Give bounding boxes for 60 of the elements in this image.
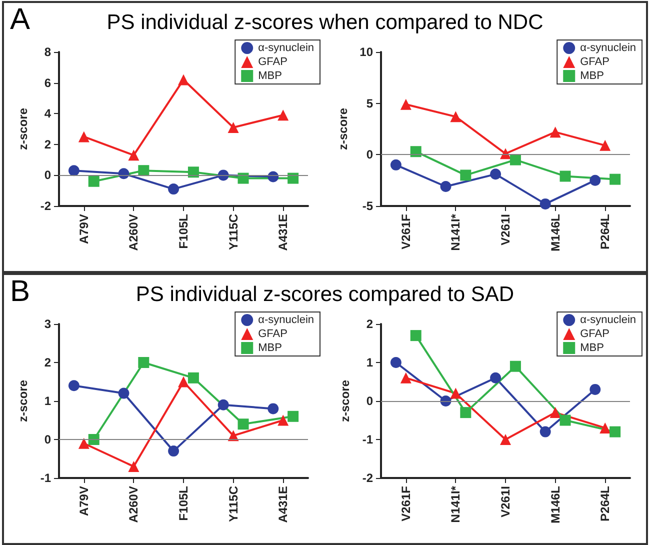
legend-label: MBP <box>580 70 604 82</box>
y-tick-label: -2 <box>362 471 374 485</box>
legend-label: α-synuclein <box>580 42 636 54</box>
x-tick-label: A431E <box>276 486 290 523</box>
y-tick-label: -2 <box>40 199 52 213</box>
x-tick-label: M146L <box>548 214 562 252</box>
y-tick-label: 0 <box>366 148 374 162</box>
y-tick-label: 2 <box>366 317 374 331</box>
legend-label: MBP <box>258 342 282 354</box>
x-tick-label: A431E <box>276 214 290 251</box>
y-tick-label: 2 <box>44 356 52 370</box>
y-tick-label: 5 <box>366 96 374 110</box>
x-tick-label: V261I <box>498 214 512 246</box>
legend-label: α-synuclein <box>580 314 636 326</box>
y-axis-title: z-score <box>16 380 30 422</box>
legend-label: GFAP <box>258 328 288 340</box>
y-tick-label: 0 <box>44 432 52 446</box>
y-axis-title: z-score <box>336 108 350 150</box>
x-tick-label: N141I* <box>448 214 463 251</box>
chart-title: PS individual z-scores compared to SAD <box>136 283 514 306</box>
legend-label: GFAP <box>580 328 610 340</box>
y-tick-label: 8 <box>44 45 52 59</box>
x-tick-label: F105L <box>176 214 190 249</box>
y-tick-label: 0 <box>366 394 374 408</box>
x-tick-label: A79V <box>76 214 91 244</box>
legend-label: α-synuclein <box>258 314 314 326</box>
legend-label: GFAP <box>258 56 288 68</box>
y-tick-label: 4 <box>44 106 52 121</box>
chart-title: PS individual z-scores when compared to NDC <box>106 11 544 34</box>
y-tick-label: -5 <box>362 199 374 213</box>
x-tick-label: N141I* <box>448 486 463 523</box>
x-tick-label: V261F <box>398 486 413 522</box>
x-tick-label: F105L <box>176 486 190 521</box>
legend-label: α-synuclein <box>258 42 314 54</box>
y-tick-label: -1 <box>40 471 52 485</box>
y-tick-label: 10 <box>360 45 374 59</box>
legend-label: MBP <box>258 70 282 82</box>
y-tick-label: 6 <box>44 76 52 90</box>
text: A <box>10 3 30 37</box>
x-tick-label: M146L <box>548 486 562 524</box>
x-tick-label: A260V <box>126 486 141 523</box>
y-tick-label: 0 <box>44 168 52 182</box>
x-tick-label: V261I <box>498 486 512 518</box>
text: B <box>10 275 30 309</box>
x-tick-label: P264L <box>598 486 612 522</box>
x-tick-label: A79V <box>76 486 91 516</box>
y-tick-label: 3 <box>44 317 52 331</box>
x-tick-label: V261F <box>398 214 413 250</box>
y-axis-title: z-score <box>16 108 30 150</box>
legend-label: MBP <box>580 342 604 354</box>
legend-label: GFAP <box>580 56 610 68</box>
y-tick-label: 1 <box>44 394 52 408</box>
y-tick-label: -1 <box>362 432 374 446</box>
x-tick-label: Y115C <box>226 486 240 522</box>
y-tick-label: 1 <box>366 356 374 370</box>
x-tick-label: P264L <box>598 214 612 250</box>
x-tick-label: Y115C <box>226 214 240 250</box>
y-axis-title: z-score <box>338 380 352 422</box>
x-tick-label: A260V <box>126 214 141 251</box>
y-tick-label: 2 <box>44 137 52 152</box>
